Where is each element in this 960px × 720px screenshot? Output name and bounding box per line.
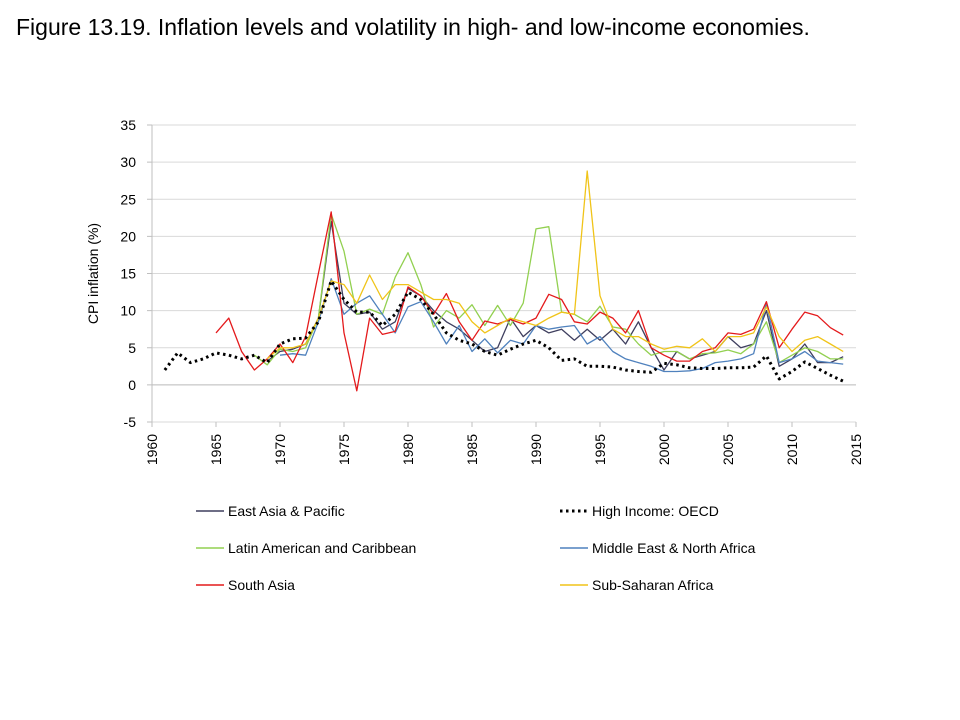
- y-axis-label: CPI inflation (%): [85, 223, 101, 324]
- x-tick-label: 1995: [592, 434, 608, 465]
- legend-label: Middle East & North Africa: [592, 540, 756, 556]
- series-line-latin-american-and-caribbean: [254, 213, 844, 366]
- y-tick-label: 15: [120, 266, 136, 282]
- series-line-high-income-oecd: [163, 279, 844, 383]
- series-line-east-asia-pacific: [266, 220, 844, 371]
- figure-title: Figure 13.19. Inflation levels and volat…: [16, 14, 810, 40]
- legend-label: Sub-Saharan Africa: [592, 577, 714, 593]
- y-axis-ticks: -5 0 5 10 15 20 25 30 35: [120, 117, 153, 430]
- x-tick-label: 1970: [272, 434, 288, 465]
- legend: East Asia & Pacific High Income: OECD Lati…: [196, 503, 756, 593]
- x-tick-label: 1965: [208, 434, 224, 465]
- legend-label: High Income: OECD: [592, 503, 719, 519]
- y-tick-label: 25: [120, 191, 136, 207]
- y-tick-label: 35: [120, 117, 136, 133]
- series-lines: [163, 170, 844, 392]
- x-axis-ticks: 1960 1965 1970 1975 1980 1985 1990 1995 2000 2005…: [144, 384, 864, 465]
- x-tick-label: 2005: [720, 434, 736, 465]
- x-tick-label: 1975: [336, 434, 352, 465]
- series-line-middle-east-north-africa: [279, 278, 844, 373]
- legend-label: Latin American and Caribbean: [228, 540, 416, 556]
- series-line-sub-saharan-africa: [266, 170, 844, 360]
- series-line-south-asia: [215, 211, 844, 392]
- y-tick-label: 10: [120, 303, 136, 319]
- legend-label: South Asia: [228, 577, 295, 593]
- y-tick-label: 20: [120, 228, 136, 244]
- x-tick-label: 1990: [528, 434, 544, 465]
- y-tick-label: -5: [124, 414, 137, 430]
- x-tick-label: 1985: [464, 434, 480, 465]
- x-tick-label: 1980: [400, 434, 416, 465]
- gridlines: [152, 124, 856, 423]
- x-tick-label: 1960: [144, 434, 160, 465]
- x-tick-label: 2010: [784, 434, 800, 465]
- y-tick-label: 5: [128, 340, 136, 356]
- y-tick-label: 30: [120, 154, 136, 170]
- y-tick-label: 0: [128, 377, 136, 393]
- x-tick-label: 2000: [656, 434, 672, 465]
- x-tick-label: 2015: [848, 434, 864, 465]
- legend-label: East Asia & Pacific: [228, 503, 345, 519]
